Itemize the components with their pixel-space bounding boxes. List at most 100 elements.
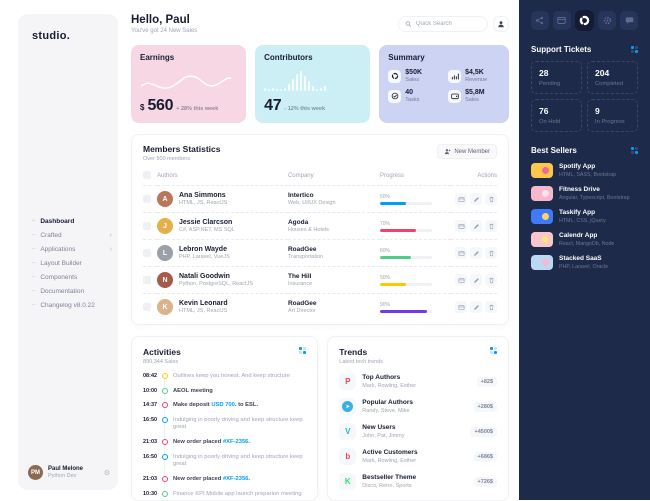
sidebar-item-documentation[interactable]: – Documentation [32,284,118,298]
activity-time: 21:03 [143,439,158,446]
best-seller-item[interactable]: Spotify App HTML, SASS, Bootstrap [531,163,638,178]
activities-timeline: 08:42 Outlines keep you honest. And keep… [143,373,306,498]
best-seller-item[interactable]: Stacked SaaS PHP, Laravel, Oracle [531,255,638,270]
trends-list: P Top Authors Mark, Rowling, Esther +82$… [339,373,497,490]
contributors-card[interactable]: Contributors 47 - 12% this week [255,45,371,123]
row-edit-button[interactable] [470,301,482,313]
activity-status-dot [162,373,168,379]
app-thumbnail [531,186,553,201]
trend-amount-badge: +726$ [473,476,497,487]
trend-name[interactable]: New Users [362,424,396,432]
activity-link[interactable]: #XF-2356 [222,475,249,482]
user-settings-gear-icon[interactable]: ⚙ [103,469,110,477]
seller-stack: HTML, SASS, Bootstrap [559,171,617,178]
company-name: The Hill [287,272,312,280]
sidebar-item-dashboard[interactable]: – Dashboard [32,214,118,228]
row-edit-button[interactable] [470,274,482,286]
row-delete-button[interactable] [485,193,497,205]
row-delete-button[interactable] [485,274,497,286]
gear-icon[interactable] [598,11,617,30]
summary-value: 40 [405,89,414,96]
table-row: A Ana Simmons HTML, JS, ReactJS Intertic… [143,185,497,213]
ticket-label: On Hold [539,119,561,125]
row-delete-button[interactable] [485,220,497,232]
activity-time: 14:37 [143,402,158,409]
seller-name[interactable]: Stacked SaaS [559,255,602,263]
support-tickets-menu-icon[interactable] [631,46,638,53]
page-subtitle: You've got 24 New Sales [131,28,198,34]
sidebar-user[interactable]: PM Paul Melone Python Dev ⚙ [28,465,110,480]
avatar: J [157,218,173,234]
row-delete-button[interactable] [485,247,497,259]
trend-name[interactable]: Bestseller Theme [362,474,417,482]
row-edit-button[interactable] [470,220,482,232]
company-name: RoadGee [287,245,317,253]
best-seller-item[interactable]: Fitness Drive Angular, Typescript, Boots… [531,186,638,201]
new-member-button[interactable]: New Member [437,144,497,159]
loader-icon[interactable] [574,10,595,31]
user-quick-button[interactable] [493,16,509,32]
row-checkbox[interactable] [143,195,151,203]
trend-item[interactable]: b Active Customers Mark, Rowling, Esther… [339,448,497,465]
chat-icon[interactable] [620,11,639,30]
select-all-checkbox[interactable] [143,171,151,179]
row-view-button[interactable] [455,274,467,286]
sidebar-icon-bar [531,10,639,31]
trend-item[interactable]: P Top Authors Mark, Rowling, Esther +82$ [339,373,497,390]
sidebar-item-changelog-v8-0-22[interactable]: – Changelog v8.0.22 [32,298,118,312]
browser-window-icon[interactable] [552,11,571,30]
row-checkbox[interactable] [143,303,151,311]
row-view-button[interactable] [455,220,467,232]
seller-name[interactable]: Taskify App [559,209,596,217]
trend-item[interactable]: K Bestseller Theme Disco, Retro, Sports … [339,473,497,490]
row-edit-button[interactable] [470,193,482,205]
author-name[interactable]: Ana Simmons [179,191,226,199]
best-seller-item[interactable]: Taskify App HTML, CSS, jQuery [531,209,638,224]
author-name[interactable]: Lebron Wayde [179,245,227,253]
best-sellers-menu-icon[interactable] [631,147,638,154]
summary-title: Summary [388,53,425,62]
row-checkbox[interactable] [143,222,151,230]
row-edit-button[interactable] [470,247,482,259]
trend-item[interactable]: V New Users John, Pat, Jimmy +4500$ [339,423,497,440]
col-company: Company [287,173,314,179]
quick-search[interactable] [398,16,488,32]
earnings-card[interactable]: Earnings $ 560 + 28% this week [131,45,247,123]
row-checkbox[interactable] [143,276,151,284]
trend-name[interactable]: Active Customers [362,449,418,457]
row-view-button[interactable] [455,301,467,313]
earnings-sparkline [141,75,232,89]
author-name[interactable]: Kevin Leonard [179,299,228,307]
col-progress: Progress [380,173,405,179]
search-input[interactable] [415,21,481,27]
trend-item[interactable]: ➤ Popular Authors Randy, Steve, Mike +28… [339,398,497,415]
activity-link[interactable]: USD 700 [211,402,235,409]
sidebar-item-crafted[interactable]: – Crafted › [32,228,118,242]
row-view-button[interactable] [455,247,467,259]
sidebar-item-applications[interactable]: – Applications › [32,242,118,256]
sidebar-item-layout-builder[interactable]: – Layout Builder [32,256,118,270]
best-seller-item[interactable]: Calendr App React, MangoDb, Node [531,232,638,247]
best-sellers-title: Best Sellers [531,146,577,155]
activity-link[interactable]: #XF-2356 [222,439,249,446]
person-plus-icon [445,149,451,155]
share-nodes-icon[interactable] [531,11,549,30]
activity-text: Indulging in poorly driving and keep str… [173,417,303,431]
seller-name[interactable]: Fitness Drive [559,186,600,194]
row-view-button[interactable] [455,193,467,205]
sidebar-item-components[interactable]: – Components [32,270,118,284]
ticket-value: 76 [539,106,549,116]
row-delete-button[interactable] [485,301,497,313]
trend-name[interactable]: Popular Authors [362,399,413,407]
activities-menu-icon[interactable] [299,347,307,354]
summary-card[interactable]: Summary $50K Sales $4,5K Revenue 40 Task… [379,45,509,123]
seller-name[interactable]: Spotify App [559,163,596,171]
trend-name[interactable]: Top Authors [362,374,401,382]
row-checkbox[interactable] [143,249,151,257]
summary-label: Tasks [405,97,420,103]
seller-name[interactable]: Calendr App [559,232,598,240]
author-name[interactable]: Natali Goodwin [179,272,230,280]
trends-menu-icon[interactable] [490,347,497,354]
summary-grid: $50K Sales $4,5K Revenue 40 Tasks $5,8M … [388,69,500,103]
author-name[interactable]: Jessie Clarcson [179,218,233,226]
